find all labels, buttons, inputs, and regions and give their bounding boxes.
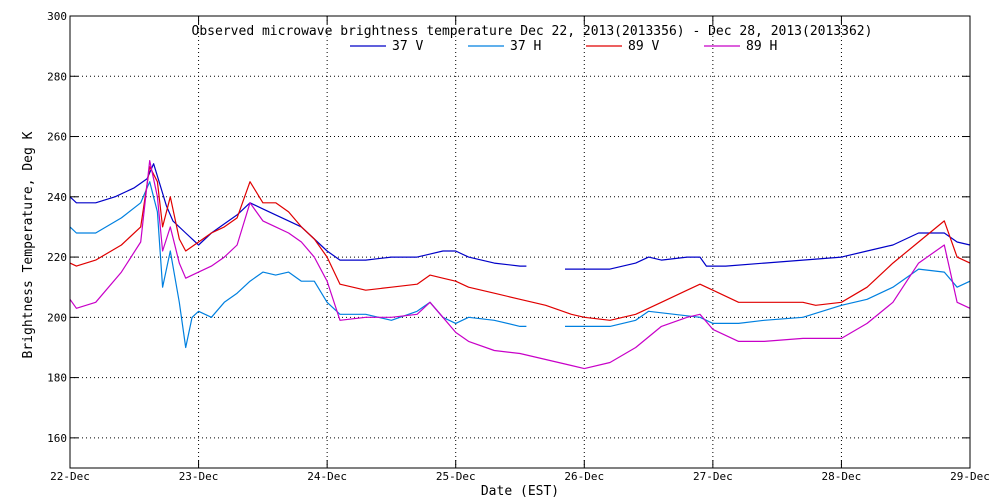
label-layer: 22-Dec 23-Dec 24-Dec 25-Dec 26-Dec 27-Dec 28-D… — [47, 10, 990, 483]
x-tick-label: 24-Dec — [307, 470, 347, 483]
legend-label: 89 V — [628, 39, 659, 54]
y-axis-label: Brightness Temperature, Deg K — [21, 131, 36, 358]
x-tick-label: 29-Dec — [950, 470, 990, 483]
y-tick-label: 300 — [47, 10, 67, 23]
y-tick-label: 240 — [47, 191, 67, 204]
legend-item: 37 H — [468, 39, 541, 54]
y-tick-label: 160 — [47, 432, 67, 445]
series-line — [69, 166, 971, 321]
legend-label: 89 H — [746, 39, 777, 54]
series-line — [565, 268, 971, 327]
legend-item: 37 V — [350, 39, 423, 54]
x-tick-label: 28-Dec — [822, 470, 862, 483]
series-37-v — [69, 163, 971, 270]
x-tick-label: 27-Dec — [693, 470, 733, 483]
series-89-v — [69, 166, 971, 321]
x-tick-label: 23-Dec — [179, 470, 219, 483]
legend-label: 37 H — [510, 39, 541, 54]
y-tick-label: 260 — [47, 131, 67, 144]
legend: 37 V 37 H 89 V 89 H — [350, 39, 777, 54]
series-layer — [69, 160, 971, 370]
series-line — [69, 181, 527, 349]
legend-item: 89 V — [586, 39, 659, 54]
y-tick-label: 180 — [47, 372, 67, 385]
legend-label: 37 V — [392, 39, 423, 54]
plot-frame — [69, 15, 971, 469]
x-tick-label: 26-Dec — [564, 470, 604, 483]
series-89-h — [69, 160, 971, 370]
x-axis-label: Date (EST) — [481, 484, 559, 499]
chart-title: Observed microwave brightness temperatur… — [192, 24, 873, 39]
legend-item: 89 H — [704, 39, 777, 54]
tick-layer — [69, 15, 971, 468]
series-line — [69, 163, 527, 267]
y-tick-label: 200 — [47, 311, 67, 324]
y-tick-label: 280 — [47, 70, 67, 83]
grid-layer — [70, 16, 970, 468]
x-tick-label: 25-Dec — [436, 470, 476, 483]
series-line — [565, 232, 971, 270]
series-37-h — [69, 181, 971, 349]
x-tick-label: 22-Dec — [50, 470, 90, 483]
y-tick-label: 220 — [47, 251, 67, 264]
series-line — [69, 160, 971, 370]
